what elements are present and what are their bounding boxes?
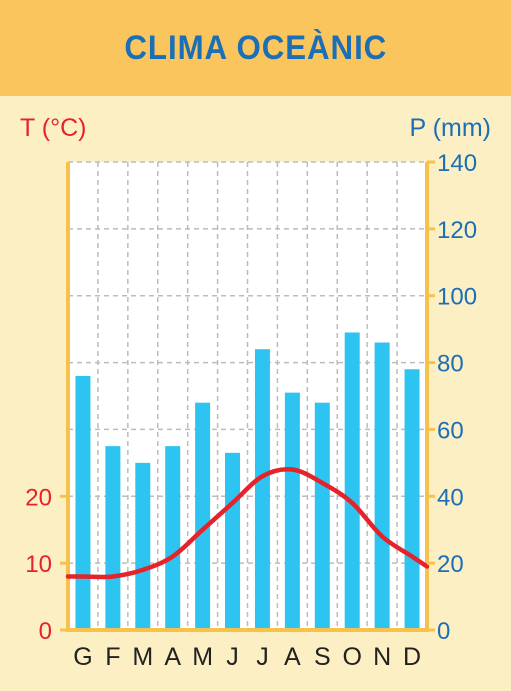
precipitation-bar: [195, 402, 211, 630]
temperature-axis-title: T (°C): [20, 114, 87, 142]
month-label: F: [105, 643, 120, 671]
precipitation-bar: [135, 462, 151, 630]
month-label: D: [403, 643, 421, 671]
precipitation-tick-label: 80: [437, 351, 464, 378]
precipitation-bar: [404, 369, 420, 630]
precipitation-bar: [284, 392, 300, 630]
precipitation-bar: [165, 446, 181, 630]
precipitation-tick-label: 120: [437, 217, 477, 244]
temperature-tick-label: 10: [25, 551, 52, 578]
precipitation-tick-label: 0: [437, 618, 450, 645]
month-label: A: [164, 643, 181, 671]
month-label: A: [284, 643, 301, 671]
precipitation-tick-label: 100: [437, 284, 477, 311]
precipitation-bar: [75, 375, 91, 630]
precipitation-bar: [254, 349, 270, 630]
precipitation-bar: [314, 402, 330, 630]
temperature-line: [65, 467, 430, 580]
precipitation-tick-label: 140: [437, 150, 477, 177]
temperature-tick-label: 0: [39, 618, 52, 645]
month-label: J: [256, 643, 269, 671]
temperature-tick-label: 20: [25, 484, 52, 511]
chart-header: CLIMA OCEÀNIC: [0, 0, 511, 96]
precipitation-tick-label: 60: [437, 417, 464, 444]
month-label: G: [73, 643, 92, 671]
month-label: O: [342, 643, 361, 671]
precipitation-bar: [344, 332, 360, 630]
precipitation-axis-title: P (mm): [409, 114, 491, 142]
chart-title: CLIMA OCEÀNIC: [124, 28, 387, 67]
month-label: N: [373, 643, 391, 671]
month-label: M: [192, 643, 213, 671]
precipitation-tick-label: 40: [437, 484, 464, 511]
month-label: S: [314, 643, 331, 671]
month-label: M: [132, 643, 153, 671]
precipitation-bar: [374, 342, 390, 630]
precipitation-bar: [105, 446, 121, 630]
precipitation-tick-label: 20: [437, 551, 464, 578]
precipitation-bar: [225, 452, 241, 630]
month-label: J: [226, 643, 239, 671]
